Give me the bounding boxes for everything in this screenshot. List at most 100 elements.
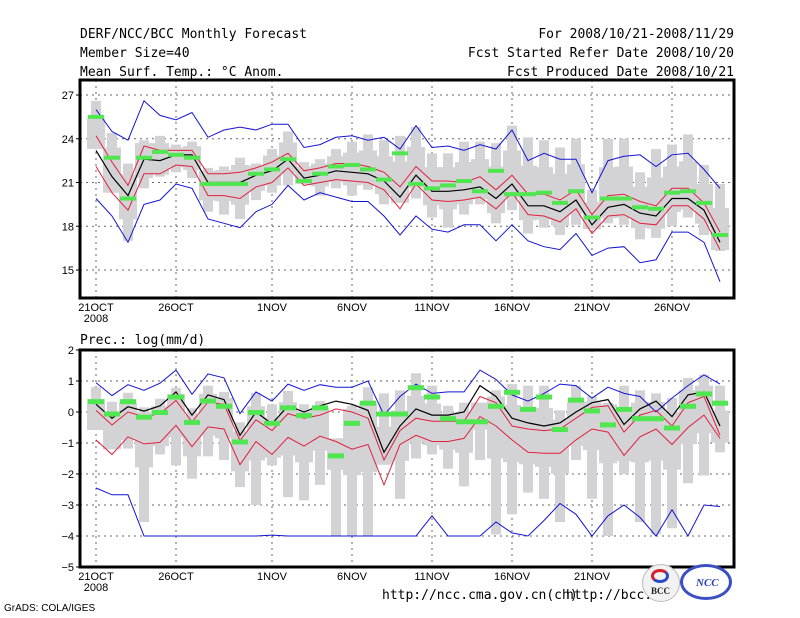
observed-marker — [504, 389, 520, 395]
observed-marker — [328, 164, 344, 169]
spread-box — [183, 415, 201, 457]
spread-box — [487, 396, 505, 459]
x-tick-label: 26OCT — [158, 302, 194, 314]
spread-box — [535, 408, 553, 467]
observed-marker — [296, 413, 312, 419]
spread-box — [455, 412, 473, 453]
observed-marker — [456, 179, 472, 184]
observed-marker — [280, 157, 296, 162]
observed-marker — [312, 171, 328, 176]
observed-marker — [520, 406, 536, 412]
observed-marker — [472, 419, 488, 425]
observed-marker — [248, 171, 264, 176]
observed-marker — [184, 419, 200, 425]
observed-marker — [712, 233, 728, 237]
x-tick-label: 21OCT — [78, 571, 114, 583]
ncc-logo: NCC — [680, 564, 732, 600]
observed-marker — [184, 155, 200, 160]
spread-box — [375, 156, 393, 195]
observed-marker — [360, 167, 376, 172]
header-right: For 2008/10/21-2008/11/29 Fcst Started R… — [468, 26, 734, 83]
spread-box — [711, 410, 729, 443]
forecast-title: DERF/NCC/BCC Monthly Forecast — [80, 27, 307, 42]
observed-marker — [440, 183, 456, 188]
observed-marker — [120, 399, 136, 405]
y-tick-label: −1 — [61, 438, 74, 450]
spread-box — [391, 410, 409, 461]
spread-box — [103, 147, 121, 193]
bcc-url-link[interactable]: http://bcc.c — [566, 588, 660, 603]
grads-credit: GrADS: COLA/IGES — [4, 603, 96, 614]
y-tick-label: 27 — [62, 90, 74, 102]
spread-box — [631, 402, 649, 463]
observed-marker — [88, 114, 104, 119]
observed-marker — [344, 420, 360, 426]
y-tick-label: 21 — [62, 178, 74, 190]
observed-marker — [168, 152, 184, 157]
spread-box — [471, 159, 489, 200]
observed-marker — [632, 416, 648, 422]
panel-frame — [78, 78, 736, 300]
observed-marker — [136, 414, 152, 420]
variable-label: Mean Surf. Temp.: °C Anom. — [80, 65, 284, 80]
y-tick-label: 2 — [68, 345, 74, 357]
outer-lower-line — [95, 183, 721, 282]
observed-marker — [264, 420, 280, 426]
observed-marker — [344, 163, 360, 167]
observed-marker — [264, 167, 280, 172]
outer-upper-line — [95, 369, 721, 417]
observed-marker — [200, 181, 216, 186]
inner-lower-line — [95, 164, 721, 250]
spread-box — [583, 401, 601, 450]
x-tick-label: 26OCT — [158, 571, 194, 583]
observed-marker — [456, 419, 472, 425]
x-tick-label: 21OCT — [78, 302, 114, 314]
spread-box — [647, 177, 665, 229]
observed-marker — [136, 155, 152, 160]
observed-marker — [520, 192, 536, 197]
y-tick-label: −3 — [61, 500, 74, 512]
observed-marker — [88, 399, 104, 405]
y-tick-label: 15 — [62, 265, 74, 277]
observed-marker — [488, 403, 504, 409]
bcc-logo-text: BCC — [651, 586, 671, 596]
observed-marker — [248, 410, 264, 415]
observed-marker — [408, 181, 424, 186]
y-tick-label: −5 — [61, 562, 74, 574]
member-size: Member Size=40 — [80, 46, 190, 61]
x-tick-label: 21NOV — [574, 302, 611, 314]
observed-marker — [152, 410, 168, 415]
observed-marker — [552, 200, 568, 205]
bcc-swirl-icon — [651, 569, 669, 583]
observed-marker — [616, 406, 632, 412]
spread-bar — [651, 393, 661, 535]
spread-box — [551, 419, 569, 474]
spread-box — [375, 426, 393, 465]
observed-marker — [232, 181, 248, 186]
spread-box — [439, 167, 457, 210]
ncc-logo-text: NCC — [696, 577, 719, 589]
observed-marker — [552, 427, 568, 433]
started-refer-date: Fcst Started Refer Date 2008/10/20 — [467, 46, 734, 61]
observed-marker — [360, 400, 376, 406]
observed-marker — [568, 397, 584, 403]
observed-marker — [584, 215, 600, 220]
observed-marker — [120, 196, 136, 201]
ncc-url-link[interactable]: http://ncc.cma.gov.cn(ch) — [382, 588, 578, 603]
spread-box — [311, 408, 329, 451]
x-tick-label: 2008 — [84, 313, 108, 325]
observed-marker — [376, 411, 392, 417]
inner-upper-line — [95, 395, 721, 462]
observed-marker — [680, 189, 696, 194]
spread-box — [135, 412, 153, 468]
spread-box — [119, 402, 137, 441]
observed-marker — [600, 196, 616, 201]
y-tick-label: −4 — [61, 531, 74, 543]
x-tick-label: 16NOV — [494, 571, 531, 583]
spread-box — [615, 166, 633, 218]
y-tick-label: 0 — [68, 407, 74, 419]
observed-marker — [648, 206, 664, 211]
observed-marker — [104, 155, 120, 160]
observed-marker — [296, 179, 312, 184]
